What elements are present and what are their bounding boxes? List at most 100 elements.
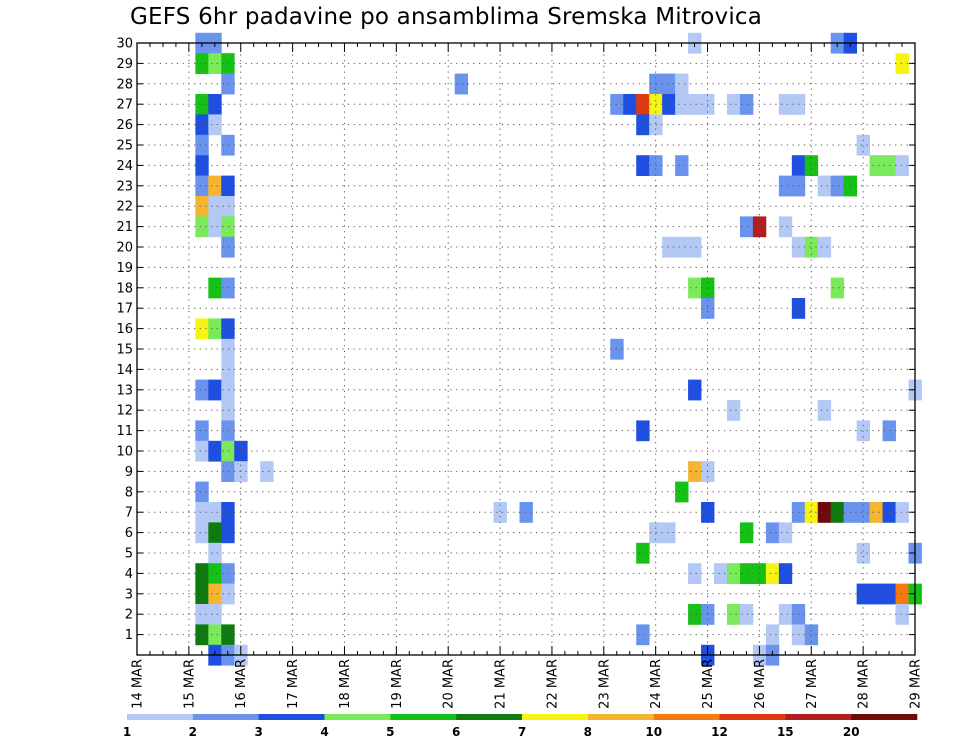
heatmap-cell bbox=[739, 604, 754, 625]
heatmap-cell bbox=[195, 134, 209, 156]
heatmap-cell bbox=[636, 155, 650, 176]
x-tick-label: 20 MAR bbox=[442, 659, 457, 709]
colorbar-label: 7 bbox=[518, 725, 526, 739]
heatmap-cell bbox=[208, 604, 222, 625]
heatmap-cell bbox=[208, 114, 222, 136]
heatmap-cell bbox=[195, 624, 209, 646]
y-tick-label: 25 bbox=[116, 139, 133, 154]
heatmap-cell bbox=[208, 196, 222, 217]
colorbar-swatch bbox=[192, 714, 259, 720]
heatmap-cell bbox=[208, 542, 222, 564]
y-tick-label: 26 bbox=[116, 118, 133, 133]
heatmap-cell bbox=[208, 502, 222, 523]
heatmap-cell bbox=[675, 236, 689, 258]
heatmap-cell bbox=[752, 216, 767, 238]
heatmap-cell bbox=[221, 318, 235, 340]
colorbar-swatch bbox=[258, 714, 325, 720]
heatmap-cell bbox=[208, 318, 222, 340]
heatmap-cell bbox=[765, 563, 780, 584]
x-tick-label: 15 MAR bbox=[182, 659, 197, 709]
heatmap-cell bbox=[195, 604, 209, 625]
heatmap-cell bbox=[234, 440, 248, 462]
colorbar-label: 12 bbox=[711, 725, 728, 739]
x-tick-label: 17 MAR bbox=[286, 659, 301, 709]
heatmap-cell bbox=[221, 134, 235, 156]
heatmap-cell bbox=[208, 175, 222, 197]
heatmap-cell bbox=[195, 440, 209, 462]
heatmap-cell bbox=[221, 196, 235, 217]
heatmap-cell bbox=[778, 563, 793, 584]
heatmap-cell bbox=[221, 400, 235, 421]
heatmap-cell bbox=[778, 604, 793, 625]
heatmap-cell bbox=[817, 400, 832, 421]
colorbar-swatch bbox=[456, 714, 523, 720]
colorbar-label: 6 bbox=[452, 725, 460, 739]
ticks-layer: 1234567891011121314151617181920212223242… bbox=[116, 37, 923, 709]
heatmap-cell bbox=[636, 420, 650, 442]
y-tick-label: 7 bbox=[125, 506, 133, 521]
heatmap-cell bbox=[688, 461, 702, 482]
x-tick-label: 28 MAR bbox=[857, 659, 872, 709]
colorbar-label: 10 bbox=[645, 725, 662, 739]
heatmap-cell bbox=[726, 563, 741, 584]
colorbar-swatch bbox=[653, 714, 720, 720]
heatmap-cell bbox=[195, 522, 209, 544]
heatmap-cell bbox=[778, 94, 793, 115]
heatmap-cell bbox=[221, 563, 235, 584]
heatmap-cell bbox=[895, 502, 909, 523]
heatmap-cell bbox=[221, 73, 235, 95]
y-tick-label: 20 bbox=[116, 241, 133, 256]
colorbar-swatch bbox=[127, 714, 194, 720]
heatmap-cell bbox=[221, 624, 235, 646]
heatmap-cell bbox=[804, 624, 819, 646]
heatmap-cell bbox=[869, 502, 883, 523]
heatmap-cell bbox=[688, 604, 702, 625]
heatmap-cell bbox=[895, 53, 909, 74]
heatmap-cell bbox=[195, 583, 209, 605]
y-tick-label: 5 bbox=[125, 547, 133, 562]
heatmap-cell bbox=[856, 502, 871, 523]
heatmap-cell bbox=[208, 216, 222, 238]
y-tick-label: 16 bbox=[116, 322, 133, 337]
chart-title: GEFS 6hr padavine po ansamblima Sremska … bbox=[130, 4, 763, 30]
heatmap-cell bbox=[765, 522, 780, 544]
heatmap-cell bbox=[856, 542, 871, 564]
colorbar-label: 4 bbox=[320, 725, 328, 739]
y-tick-label: 6 bbox=[125, 526, 133, 541]
x-tick-label: 23 MAR bbox=[597, 659, 612, 709]
heatmap-cell bbox=[195, 420, 209, 442]
heatmap-cell bbox=[623, 94, 637, 115]
heatmap-cell bbox=[195, 53, 209, 74]
heatmap-cell bbox=[856, 134, 871, 156]
y-tick-label: 12 bbox=[116, 404, 133, 419]
heatmap-cell bbox=[195, 563, 209, 584]
y-tick-label: 10 bbox=[116, 445, 133, 460]
heatmap-cell bbox=[208, 563, 222, 584]
heatmap-cell bbox=[817, 175, 832, 197]
heatmap-cell bbox=[195, 318, 209, 340]
heatmap-cell bbox=[895, 155, 909, 176]
heatmap-cell bbox=[208, 277, 222, 299]
colorbar-swatch bbox=[390, 714, 457, 720]
heatmap-cell bbox=[195, 155, 209, 176]
colorbar-layer: 1 2 3 4 5 6 7 8 10 12 15 20 bbox=[123, 714, 918, 739]
heatmap-cell bbox=[195, 114, 209, 136]
heatmap-cell bbox=[688, 94, 702, 115]
colorbar-swatch bbox=[324, 714, 391, 720]
heatmap-cell bbox=[895, 604, 909, 625]
y-tick-label: 14 bbox=[116, 363, 133, 378]
heatmap-cell bbox=[195, 94, 209, 115]
heatmap-cell bbox=[882, 420, 896, 442]
x-tick-label: 29 MAR bbox=[909, 659, 924, 709]
heatmap-cell bbox=[221, 216, 235, 238]
colorbar-label: 20 bbox=[843, 725, 860, 739]
heatmap-cell bbox=[726, 400, 741, 421]
y-tick-label: 15 bbox=[116, 343, 133, 358]
heatmap-cell bbox=[195, 481, 209, 503]
x-tick-label: 25 MAR bbox=[701, 659, 716, 709]
heatmap-cell bbox=[221, 359, 235, 380]
colorbar-label: 3 bbox=[255, 725, 263, 739]
heatmap-cell bbox=[688, 563, 702, 584]
heatmap-cell bbox=[221, 583, 235, 605]
